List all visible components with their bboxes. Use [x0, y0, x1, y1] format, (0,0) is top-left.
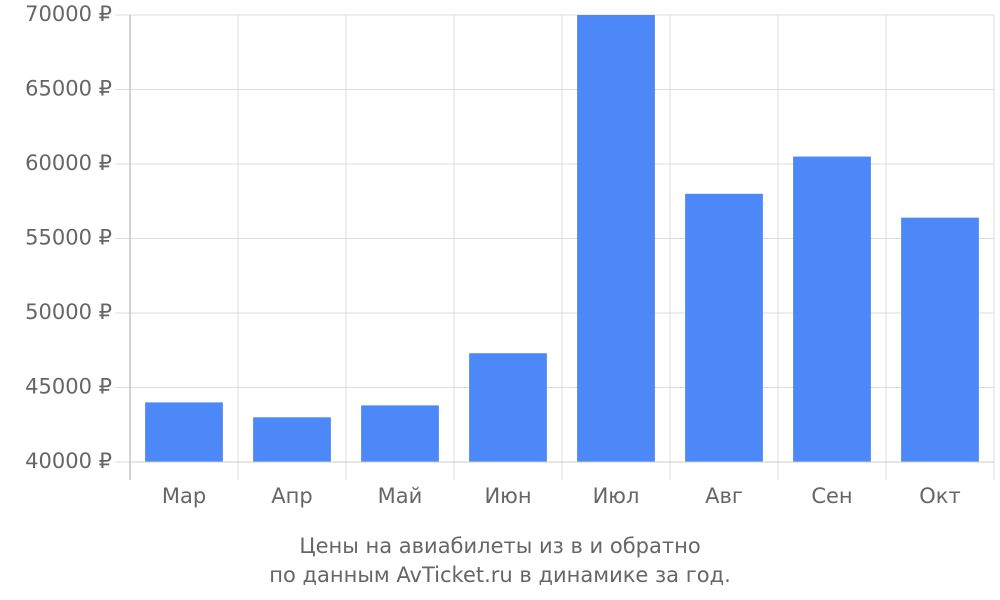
bar — [685, 193, 763, 463]
bar — [901, 217, 979, 462]
x-tick-label: Мар — [162, 484, 206, 508]
y-tick-label: 60000 ₽ — [25, 151, 112, 175]
y-tick-label: 45000 ₽ — [25, 375, 112, 399]
bar — [361, 405, 439, 462]
bar — [469, 353, 547, 462]
x-tick-label: Июл — [593, 484, 640, 508]
bar — [145, 402, 223, 462]
x-tick-label: Апр — [271, 484, 312, 508]
y-tick-label: 50000 ₽ — [25, 300, 112, 324]
y-tick-label: 55000 ₽ — [25, 226, 112, 250]
y-tick-label: 65000 ₽ — [25, 77, 112, 101]
x-tick-label: Май — [378, 484, 423, 508]
bar — [577, 15, 655, 462]
bar — [793, 156, 871, 463]
x-tick-label: Окт — [919, 484, 960, 508]
bar — [253, 417, 331, 462]
y-tick-label: 40000 ₽ — [25, 449, 112, 473]
x-tick-label: Сен — [811, 484, 852, 508]
chart-title: по данным AvTicket.ru в динамике за год. — [269, 563, 731, 587]
x-tick-label: Авг — [705, 484, 743, 508]
chart-title: Цены на авиабилеты из в и обратно — [299, 534, 700, 558]
x-tick-label: Июн — [484, 484, 531, 508]
y-tick-label: 70000 ₽ — [25, 2, 112, 26]
